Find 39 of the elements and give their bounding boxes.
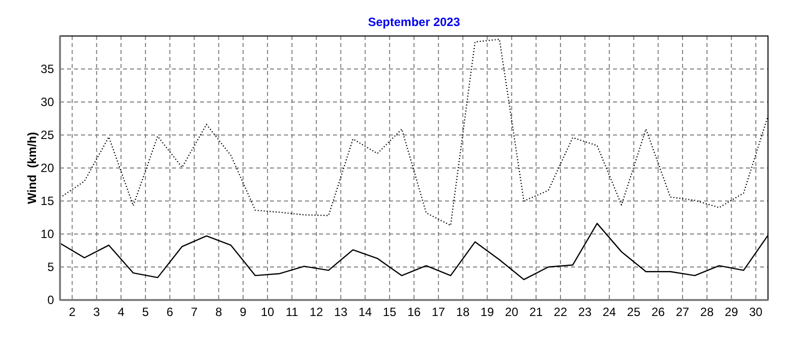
- x-tick-label: 30: [749, 305, 763, 319]
- x-tick-label: 28: [700, 305, 714, 319]
- x-tick-label: 18: [456, 305, 470, 319]
- x-tick-label: 27: [676, 305, 690, 319]
- x-tick-label: 14: [358, 305, 372, 319]
- x-tick-label: 13: [334, 305, 348, 319]
- x-tick-label: 10: [260, 305, 275, 319]
- x-tick-label: 8: [215, 305, 222, 319]
- x-tick-label: 11: [286, 305, 298, 319]
- y-tick-label: 20: [40, 161, 54, 176]
- x-tick-label: 7: [190, 305, 198, 319]
- y-tick-label: 35: [40, 62, 54, 76]
- x-tick-label: 16: [407, 305, 421, 319]
- x-tick-label: 6: [166, 305, 174, 319]
- x-tick-label: 21: [529, 305, 544, 319]
- x-tick-label: 9: [240, 305, 247, 319]
- y-tick-label: 5: [47, 260, 54, 274]
- y-tick-label: 0: [47, 293, 54, 308]
- x-tick-label: 22: [554, 305, 568, 319]
- x-tick-label: 5: [142, 305, 150, 319]
- x-tick-label: 20: [504, 305, 519, 319]
- x-tick-label: 12: [310, 305, 324, 319]
- x-tick-label: 19: [480, 305, 494, 319]
- chart-title: September 2023: [368, 15, 460, 29]
- y-axis-title: Wind (km/h): [25, 132, 39, 204]
- x-tick-label: 17: [432, 305, 446, 319]
- y-tick-label: 30: [40, 95, 54, 110]
- y-tick-label: 25: [40, 128, 54, 142]
- x-tick-label: 23: [578, 305, 592, 319]
- x-tick-label: 24: [602, 305, 616, 319]
- x-tick-label: 2: [68, 305, 76, 319]
- x-tick-label: 29: [724, 305, 738, 319]
- x-tick-label: 4: [118, 305, 125, 319]
- y-tick-label: 15: [40, 194, 54, 208]
- x-tick-label: 26: [651, 305, 666, 319]
- x-tick-label: 25: [627, 305, 641, 319]
- x-tick-label: 15: [382, 305, 397, 319]
- x-tick-label: 3: [93, 305, 100, 319]
- y-tick-label: 10: [40, 227, 54, 242]
